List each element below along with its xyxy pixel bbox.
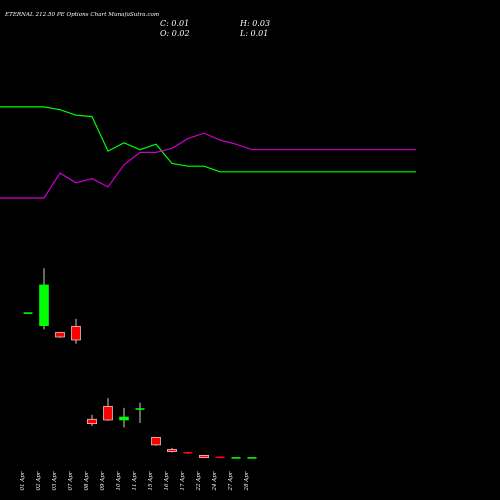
candle-15-apr (151, 437, 161, 446)
x-tick-03-apr: 03 Apr (52, 471, 58, 490)
indicator-line-2 (0, 132, 416, 199)
candle-11-apr (135, 402, 145, 423)
candle-03-apr (55, 332, 65, 338)
candle-22-apr (199, 454, 209, 458)
candle-08-apr (87, 414, 97, 426)
candle-body (87, 418, 97, 425)
candle-17-apr (183, 452, 193, 454)
candle-body (183, 452, 193, 454)
x-tick-08-apr: 08 Apr (84, 471, 90, 490)
candle-body (103, 406, 113, 421)
candle-02-apr (39, 268, 49, 330)
x-tick-09-apr: 09 Apr (100, 471, 106, 490)
x-tick-07-apr: 07 Apr (68, 471, 74, 490)
x-tick-10-apr: 10 Apr (116, 471, 122, 490)
candle-body (151, 437, 161, 446)
candle-09-apr (103, 398, 113, 421)
candle-01-apr (23, 312, 33, 314)
candle-body (215, 456, 225, 459)
chart-title: ETERNAL 212.50 PE Options Chart MunafaSu… (4, 12, 159, 18)
date-axis-labels: 01 Apr 02 Apr 03 Apr 07 Apr 08 Apr 09 Apr 10 A… (20, 471, 250, 491)
candle-27-apr (231, 457, 241, 459)
x-tick-02-apr: 02 Apr (36, 471, 42, 490)
x-tick-22-apr: 22 Apr (196, 471, 202, 491)
candle-body (71, 326, 81, 341)
candle-body (39, 284, 49, 326)
candle-07-apr (71, 318, 81, 344)
high-readout: H: 0.03 (239, 19, 270, 28)
x-tick-11-apr: 11 Apr (132, 471, 138, 490)
x-tick-01-apr: 01 Apr (20, 471, 26, 490)
close-readout: C: 0.01 (160, 19, 189, 28)
x-tick-17-apr: 17 Apr (180, 471, 186, 490)
candle-28-apr (247, 457, 257, 459)
candle-body (247, 457, 257, 459)
candle-body (23, 312, 33, 314)
open-readout: O: 0.02 (160, 29, 190, 38)
candle-10-apr (119, 407, 129, 428)
x-tick-16-apr: 16 Apr (164, 471, 170, 490)
low-readout: L: 0.01 (239, 29, 268, 38)
candle-body (199, 454, 209, 458)
x-tick-27-apr: 27 Apr (228, 471, 234, 491)
candle-body (231, 457, 241, 459)
x-tick-24-apr: 24 Apr (212, 471, 218, 491)
indicator-line-1 (0, 106, 416, 173)
candle-body (119, 416, 129, 421)
candle-body (167, 449, 177, 452)
candle-body (55, 332, 65, 338)
candle-24-apr (215, 456, 225, 459)
candle-body (135, 408, 145, 410)
indicator-lines (0, 106, 416, 199)
x-tick-15-apr: 15 Apr (148, 471, 154, 490)
x-tick-28-apr: 28 Apr (244, 471, 250, 491)
candle-16-apr (167, 447, 177, 453)
candlesticks (23, 268, 257, 459)
